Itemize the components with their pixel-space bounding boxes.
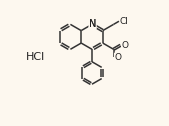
Text: O: O — [121, 41, 128, 50]
Text: N: N — [89, 19, 96, 29]
Text: Cl: Cl — [120, 17, 128, 26]
Text: HCl: HCl — [26, 52, 45, 62]
Text: N: N — [89, 19, 96, 29]
Text: O: O — [114, 53, 121, 62]
